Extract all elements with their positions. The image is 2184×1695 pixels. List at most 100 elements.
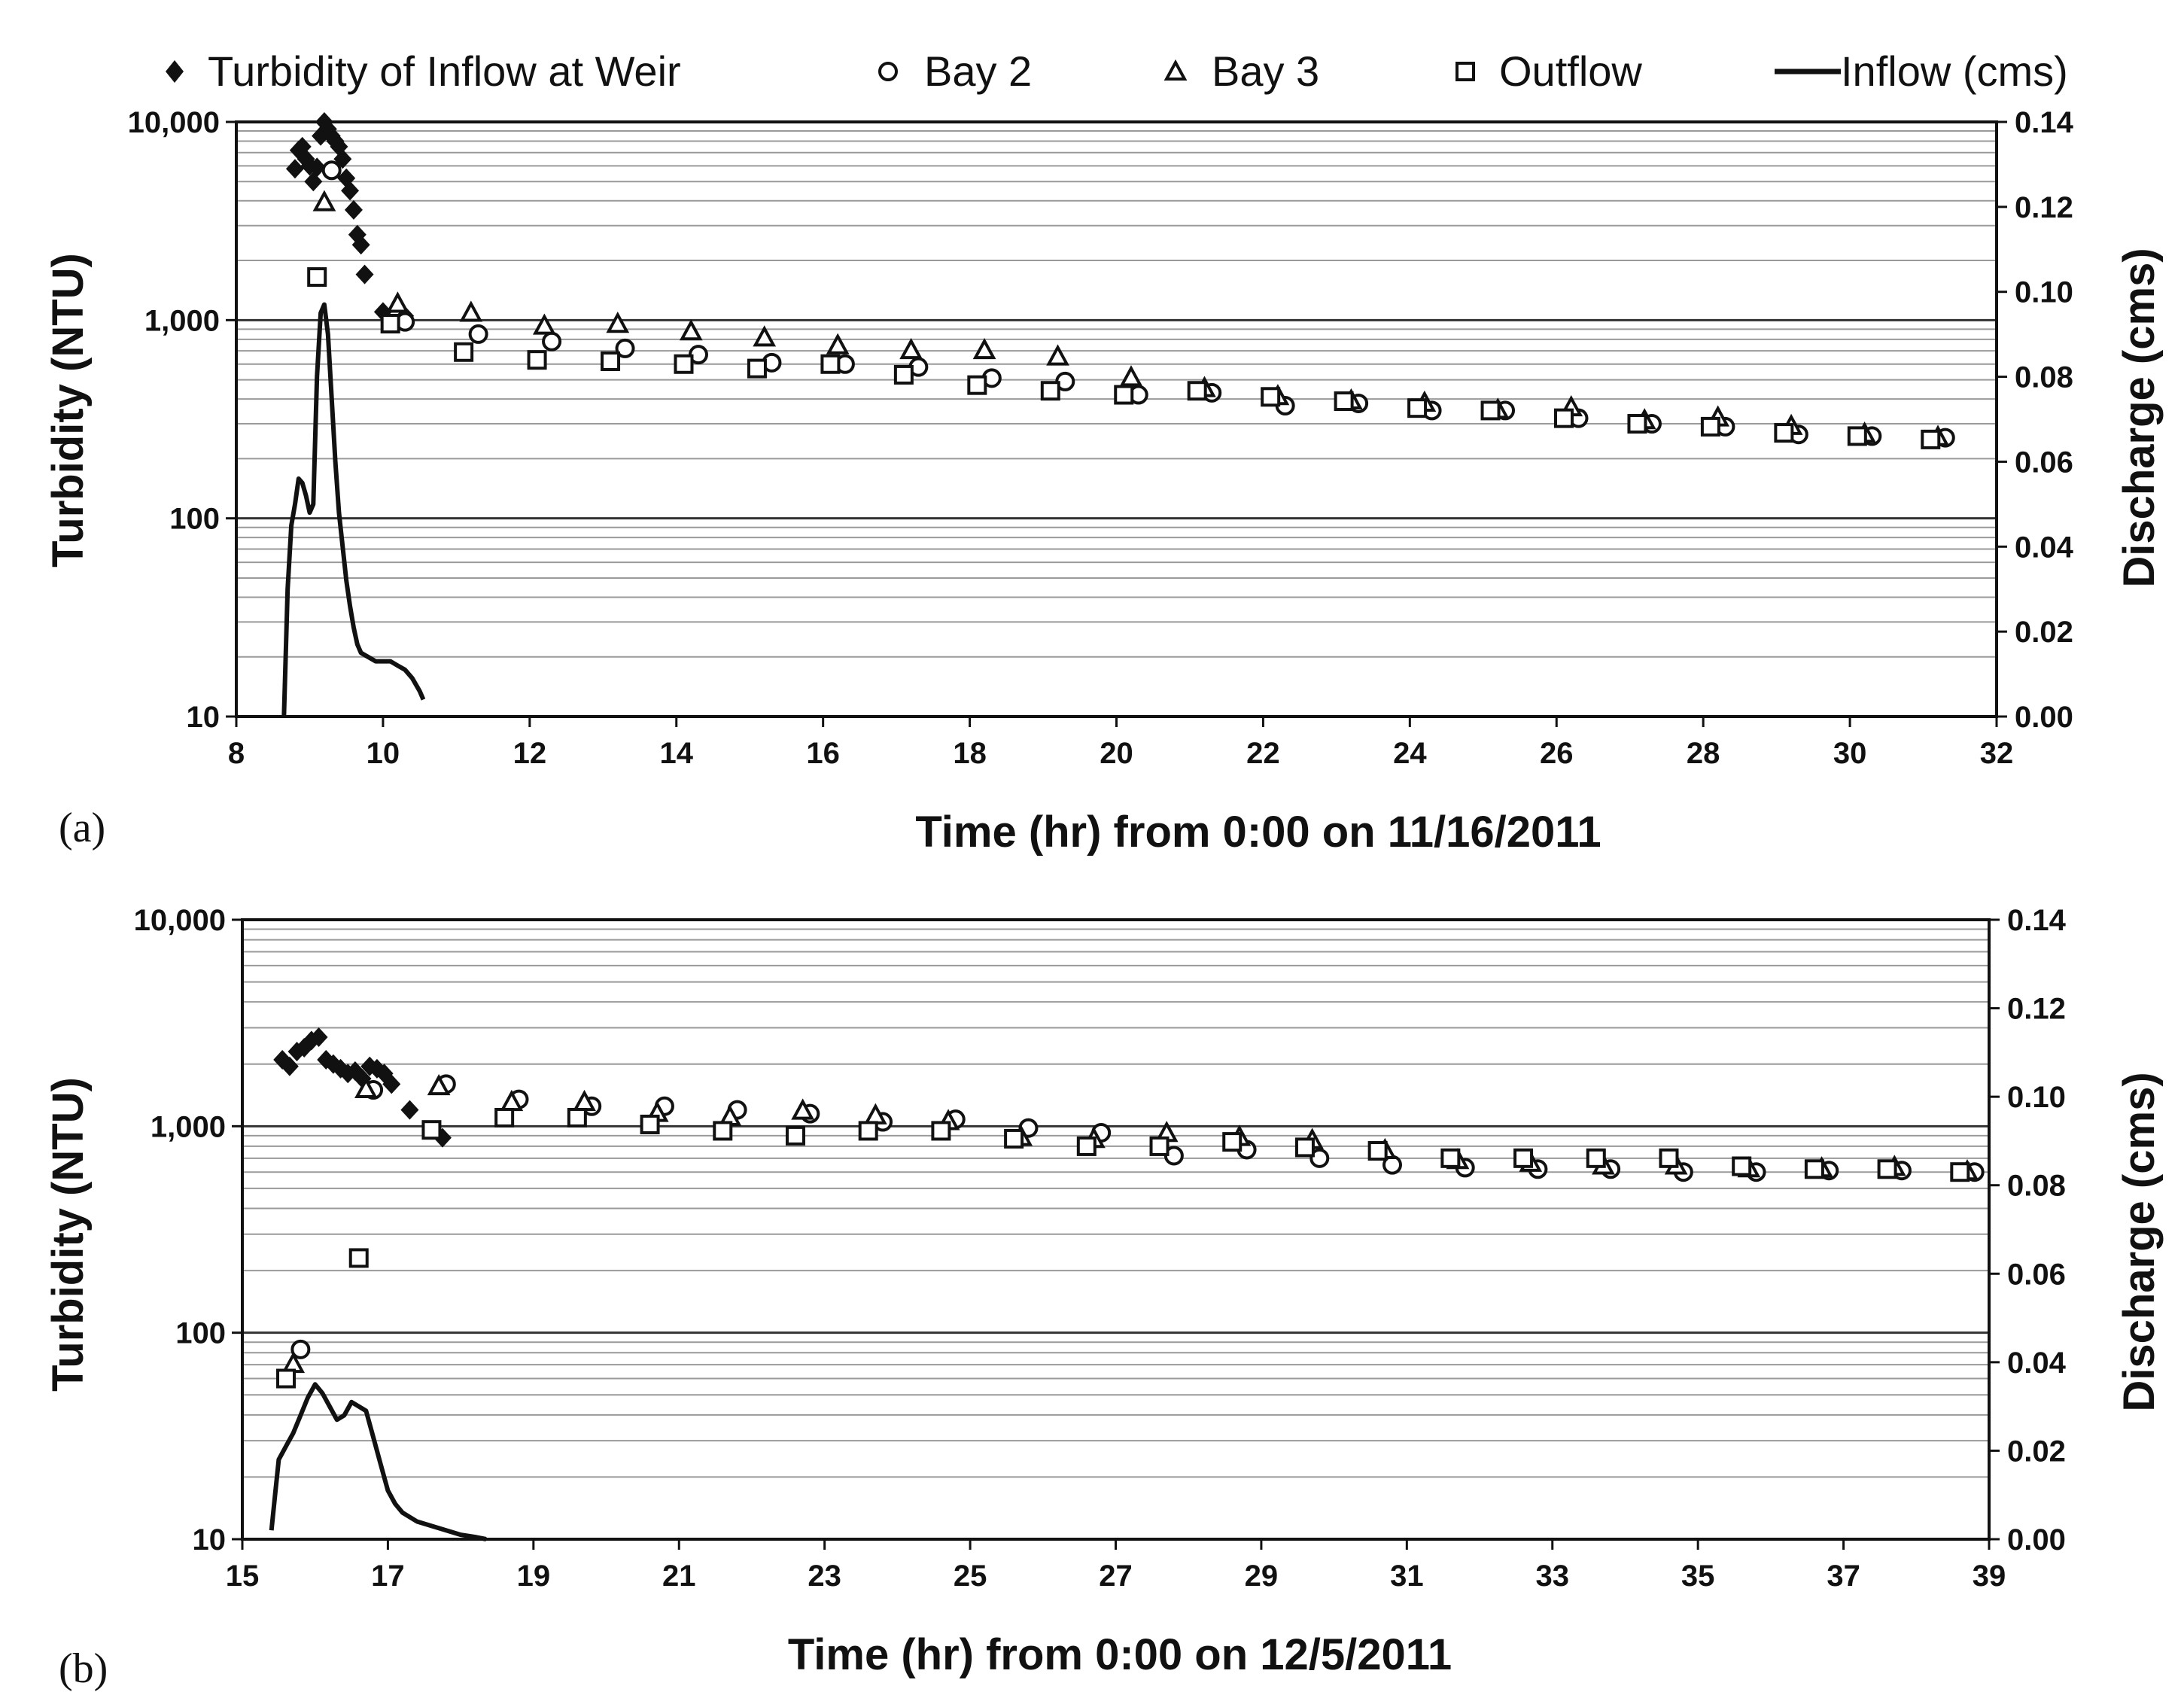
data-point-square	[1261, 387, 1281, 407]
data-point-triangle	[1046, 344, 1069, 366]
axes-a: 8 10 12 14 16 18 20 22 24 26 28 30 32101001,00010,00…	[128, 106, 2074, 770]
grid-b	[242, 918, 1989, 1541]
data-point-diamond	[309, 1027, 328, 1047]
data-point-square	[348, 1248, 369, 1268]
legend-marker-circle	[878, 62, 898, 81]
data-point-square	[1513, 1148, 1534, 1168]
data-point-diamond	[355, 264, 374, 285]
y2-tick-label: 0.02	[2015, 616, 2073, 649]
data-point-triangle	[679, 319, 703, 341]
data-point-square	[858, 1121, 878, 1141]
x-axis-title-b: Time (hr) from 0:00 on 12/5/2011	[788, 1630, 1452, 1679]
data-point-square	[1847, 426, 1867, 446]
data-point-square	[674, 354, 694, 374]
x-tick-label: 37	[1827, 1560, 1860, 1593]
y-axis-title-a: Turbidity (NTU)	[44, 253, 93, 568]
legend-item-turbidity-inflow: Turbidity of Inflow at Weir	[166, 47, 681, 95]
y-tick-label: 10,000	[128, 106, 220, 139]
data-point-diamond	[280, 1056, 299, 1076]
x-tick-label: 39	[1973, 1560, 2006, 1593]
y2-tick-label: 0.10	[2015, 276, 2073, 309]
data-point-square	[1040, 381, 1060, 401]
x-tick-label: 31	[1390, 1560, 1424, 1593]
data-point-triangle	[427, 1073, 451, 1096]
y2-tick-label: 0.14	[2015, 106, 2074, 139]
data-point-triangle	[532, 313, 556, 335]
x-tick-label: 26	[1540, 737, 1574, 770]
y2-tick-label: 0.08	[2007, 1170, 2066, 1203]
x-tick-label: 28	[1687, 737, 1720, 770]
data-point-square	[1222, 1132, 1243, 1152]
data-point-square	[1877, 1159, 1897, 1179]
y2-tick-label: 0.12	[2015, 191, 2073, 224]
data-point-square	[527, 350, 547, 370]
x-axis-title-a: Time (hr) from 0:00 on 11/16/2011	[915, 808, 1601, 857]
data-point-square	[494, 1107, 515, 1127]
data-point-square	[454, 342, 474, 362]
data-point-square	[307, 267, 327, 288]
x-tick-label: 17	[371, 1560, 405, 1593]
data-point-square	[1700, 416, 1720, 437]
data-point-square	[1950, 1162, 1970, 1182]
x-tick-label: 12	[513, 737, 547, 770]
x-tick-label: 29	[1245, 1560, 1279, 1593]
data-point-square	[1921, 429, 1941, 449]
x-tick-label: 10	[367, 737, 400, 770]
legend-label-turbidity-inflow: Turbidity of Inflow at Weir	[208, 47, 681, 95]
data-point-circle	[542, 331, 562, 351]
data-point-square	[640, 1114, 660, 1134]
inflow-line	[269, 1382, 487, 1541]
data-point-diamond	[400, 1100, 419, 1120]
data-point-circle	[615, 338, 635, 358]
data-point-triangle	[1119, 365, 1143, 387]
data-point-diamond	[308, 157, 327, 178]
x-tick-label: 8	[228, 737, 245, 770]
data-point-diamond	[351, 235, 370, 255]
data-point-circle	[1309, 1148, 1330, 1168]
data-point-square	[1149, 1136, 1170, 1156]
series-inflow-cms	[269, 1382, 487, 1541]
data-point-triangle	[826, 333, 850, 355]
y2-tick-label: 0.06	[2007, 1258, 2066, 1291]
x-tick-label: 20	[1100, 737, 1133, 770]
data-point-triangle	[386, 291, 409, 313]
data-point-square	[421, 1120, 442, 1140]
y2-tick-label: 0.08	[2015, 361, 2073, 394]
x-tick-label: 23	[808, 1560, 841, 1593]
y2-tick-label: 0.00	[2015, 701, 2073, 734]
series-inflow-cms	[281, 302, 426, 717]
data-point-square	[1627, 414, 1647, 434]
data-point-square	[713, 1121, 733, 1141]
panel-label-a: (a)	[59, 805, 105, 851]
data-point-square	[1114, 385, 1134, 405]
data-point-triangle	[972, 337, 996, 360]
series-outflow	[307, 267, 1941, 449]
legend-item-bay-3: Bay 3	[1163, 47, 1319, 95]
data-point-square	[1774, 423, 1794, 443]
data-point-triangle	[459, 300, 483, 322]
x-tick-label: 19	[517, 1560, 551, 1593]
y-tick-label: 10	[193, 1523, 227, 1557]
x-tick-label: 21	[662, 1560, 696, 1593]
data-point-square	[1294, 1137, 1315, 1158]
x-tick-label: 15	[226, 1560, 260, 1593]
legend-label-bay-3: Bay 3	[1212, 47, 1319, 95]
data-point-square	[601, 351, 621, 372]
data-point-diamond	[373, 302, 392, 322]
x-tick-label: 35	[1681, 1560, 1715, 1593]
inflow-line	[281, 302, 426, 717]
chart-panel-b: (b) Time (hr) from 0:00 on 12/5/2011 Tur…	[44, 904, 2164, 1692]
legend-item-bay-2: Bay 2	[878, 47, 1032, 95]
x-tick-label: 24	[1393, 737, 1427, 770]
panel-label-b: (b)	[59, 1645, 108, 1692]
data-point-diamond	[341, 181, 360, 201]
data-point-circle	[468, 324, 488, 344]
data-point-square	[931, 1121, 951, 1141]
y-tick-label: 100	[175, 1317, 226, 1350]
series-turbidity-of-inflow-at-weir	[285, 112, 415, 326]
y2-tick-label: 0.00	[2007, 1523, 2066, 1557]
data-point-circle	[290, 1339, 311, 1359]
y2-tick-label: 0.02	[2007, 1435, 2066, 1468]
data-point-triangle	[899, 337, 923, 360]
series-b	[269, 1027, 1985, 1541]
